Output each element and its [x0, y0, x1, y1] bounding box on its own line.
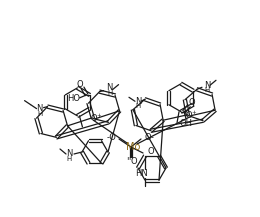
Text: O: O [131, 158, 137, 166]
Text: N: N [66, 150, 72, 158]
Text: HN: HN [136, 169, 148, 178]
Text: N: N [36, 104, 43, 113]
Text: N: N [204, 81, 210, 90]
Text: O: O [186, 111, 192, 120]
Text: O: O [90, 114, 97, 123]
Text: O: O [189, 98, 195, 107]
Text: HO: HO [67, 94, 80, 103]
Text: N: N [135, 97, 141, 106]
Text: H: H [37, 111, 42, 117]
Text: Mo: Mo [126, 142, 140, 152]
Text: +: + [96, 113, 101, 118]
Text: ": " [126, 156, 130, 166]
Text: N: N [106, 83, 113, 92]
Text: H: H [66, 156, 72, 162]
Text: H: H [135, 103, 141, 109]
Text: O: O [148, 148, 154, 156]
Text: +: + [192, 110, 197, 115]
Text: H: H [107, 90, 112, 96]
Text: OH: OH [179, 119, 192, 128]
Text: O-: O- [144, 133, 154, 143]
Text: H: H [204, 87, 210, 93]
Text: O: O [76, 80, 83, 89]
Text: -O: -O [107, 133, 117, 143]
